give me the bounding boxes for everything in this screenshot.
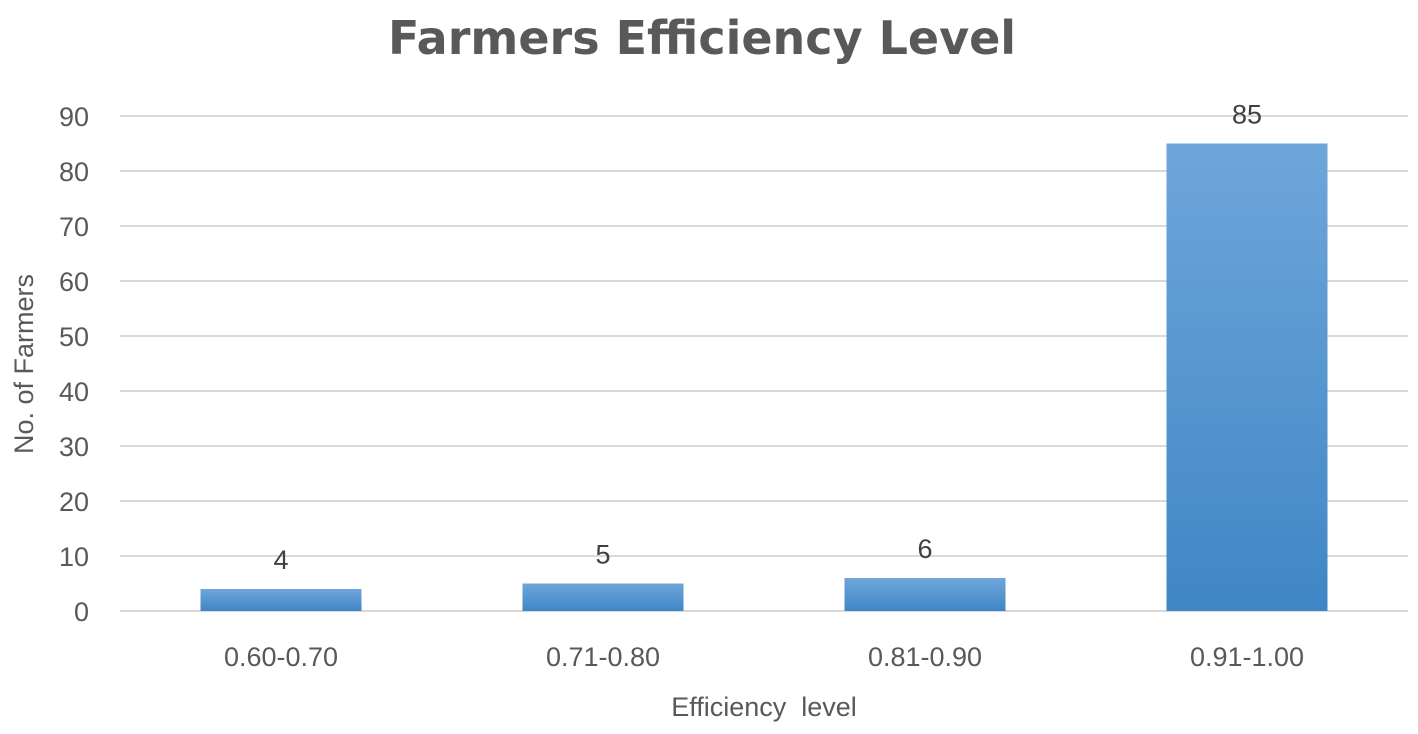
y-tick-label: 90 [59, 102, 89, 132]
y-tick-label: 0 [74, 597, 89, 627]
bar-0.81-0.90 [844, 578, 1006, 611]
y-axis-ticks: 0 10 20 30 40 50 60 70 80 90 [59, 102, 89, 627]
x-axis-ticks: 0.60-0.70 0.71-0.80 0.81-0.90 0.91-1.00 [224, 642, 1304, 672]
y-tick-label: 60 [59, 267, 89, 297]
y-tick-label: 40 [59, 377, 89, 407]
data-label: 4 [273, 545, 288, 575]
y-tick-label: 30 [59, 432, 89, 462]
bars [200, 143, 1328, 611]
bar-0.60-0.70 [200, 589, 362, 611]
y-axis-title: No. of Farmers [9, 274, 39, 454]
data-label: 85 [1232, 100, 1262, 130]
y-tick-label: 70 [59, 212, 89, 242]
chart-title: Farmers Efficiency Level [388, 11, 1016, 65]
data-labels: 4 5 6 85 [273, 100, 1262, 576]
y-tick-label: 10 [59, 542, 89, 572]
bar-0.71-0.80 [522, 583, 684, 611]
y-tick-label: 80 [59, 157, 89, 187]
bar-0.91-1.00 [1166, 143, 1328, 611]
x-tick-label: 0.91-1.00 [1190, 642, 1304, 672]
x-axis-title: Efficiency level [671, 692, 857, 722]
x-tick-label: 0.60-0.70 [224, 642, 338, 672]
x-tick-label: 0.71-0.80 [546, 642, 660, 672]
x-tick-label: 0.81-0.90 [868, 642, 982, 672]
data-label: 5 [595, 540, 610, 570]
y-tick-label: 20 [59, 487, 89, 517]
y-tick-label: 50 [59, 322, 89, 352]
data-label: 6 [917, 534, 932, 564]
gridlines [120, 115, 1408, 612]
